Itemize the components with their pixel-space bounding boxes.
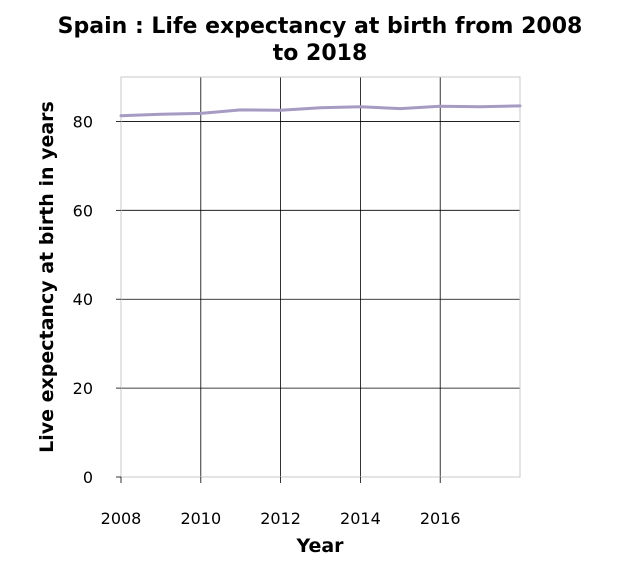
plot-frame xyxy=(120,76,521,478)
x-tick-label: 2008 xyxy=(101,509,142,528)
plot-area: 0 20 40 60 80 2008 2010 2012 2014 2016 xyxy=(73,76,522,528)
chart-title: Spain : Life expectancy at birth from 20… xyxy=(58,14,583,66)
y-tick-label: 60 xyxy=(73,201,93,220)
y-tick-label: 40 xyxy=(73,290,93,309)
x-tick-label: 2012 xyxy=(260,509,301,528)
grid xyxy=(120,77,520,478)
y-tick-label: 20 xyxy=(73,379,93,398)
y-tick-label: 0 xyxy=(83,468,93,487)
x-axis-label: Year xyxy=(295,535,344,557)
x-tick-label: 2014 xyxy=(340,509,381,528)
y-axis-ticks: 0 20 40 60 80 xyxy=(73,112,121,487)
series-layer xyxy=(119,104,522,118)
chart-title-line-1: Spain : Life expectancy at birth from 20… xyxy=(58,14,583,39)
y-tick-label: 80 xyxy=(73,112,93,131)
y-axis-label: Live expectancy at birth in years xyxy=(36,101,58,453)
series-line xyxy=(119,104,522,118)
x-tick-label: 2010 xyxy=(180,509,221,528)
chart-title-line-2: to 2018 xyxy=(273,41,368,66)
x-axis-ticks: 2008 2010 2012 2014 2016 xyxy=(101,477,461,528)
x-tick-label: 2016 xyxy=(420,509,461,528)
